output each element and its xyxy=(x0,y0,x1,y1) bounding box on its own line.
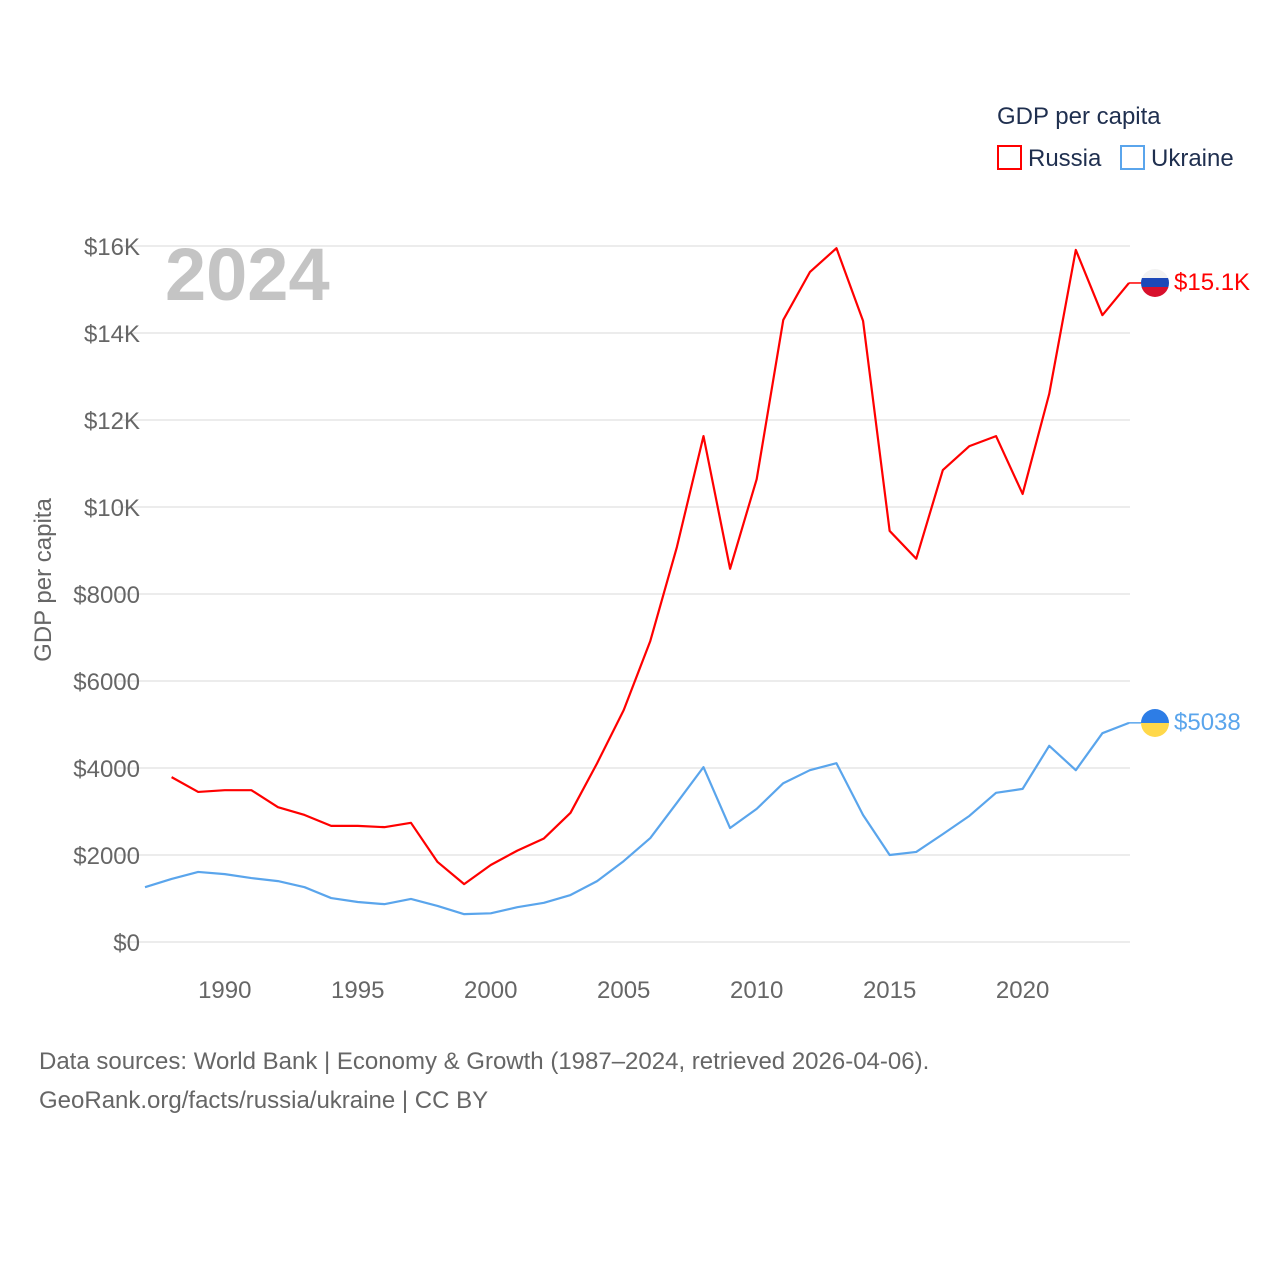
x-tick-label: 2015 xyxy=(863,977,916,1004)
y-tick-label: $10K xyxy=(84,495,140,522)
x-tick-label: 1995 xyxy=(331,977,384,1004)
legend-label-ukraine: Ukraine xyxy=(1151,145,1234,172)
y-tick-label: $14K xyxy=(84,321,140,348)
x-axis-ticks: 1990 1995 2000 2005 2010 2015 2020 xyxy=(198,977,1049,1004)
x-tick-label: 2020 xyxy=(996,977,1049,1004)
x-tick-label: 2005 xyxy=(597,977,650,1004)
x-tick-label: 2010 xyxy=(730,977,783,1004)
x-tick-label: 2000 xyxy=(464,977,517,1004)
y-tick-label: $6000 xyxy=(73,669,140,696)
gridlines xyxy=(118,245,1130,943)
y-tick-label: $0 xyxy=(113,930,140,957)
legend-label-russia: Russia xyxy=(1028,145,1102,172)
series-line-russia xyxy=(171,247,1130,886)
legend: GDP per capita Russia Ukraine xyxy=(997,103,1234,172)
legend-title: GDP per capita xyxy=(997,103,1161,130)
series-line-ukraine xyxy=(144,721,1130,916)
y-tick-label: $2000 xyxy=(73,843,140,870)
legend-swatch-russia xyxy=(997,145,1022,170)
footer-url: GeoRank.org/facts/russia/ukraine | CC BY xyxy=(39,1087,488,1114)
ukraine-end-label: $5038 xyxy=(1174,709,1241,736)
y-axis-label: GDP per capita xyxy=(30,498,57,662)
y-tick-label: $16K xyxy=(84,234,140,261)
footer-sources: Data sources: World Bank | Economy & Gro… xyxy=(39,1048,929,1075)
y-tick-label: $12K xyxy=(84,408,140,435)
ukraine-flag-icon xyxy=(1141,709,1169,737)
y-axis-ticks: $0 $2000 $4000 $6000 $8000 $10K $12K $14K $16K xyxy=(73,234,140,957)
y-tick-label: $8000 xyxy=(73,582,140,609)
series-lines xyxy=(144,247,1141,916)
russia-flag-icon xyxy=(1141,269,1169,297)
x-tick-label: 1990 xyxy=(198,977,251,1004)
legend-swatch-ukraine xyxy=(1120,145,1145,170)
end-markers: $15.1K $5038 xyxy=(1141,269,1250,737)
year-label: 2024 xyxy=(165,233,330,316)
russia-end-label: $15.1K xyxy=(1174,269,1250,296)
y-tick-label: $4000 xyxy=(73,756,140,783)
